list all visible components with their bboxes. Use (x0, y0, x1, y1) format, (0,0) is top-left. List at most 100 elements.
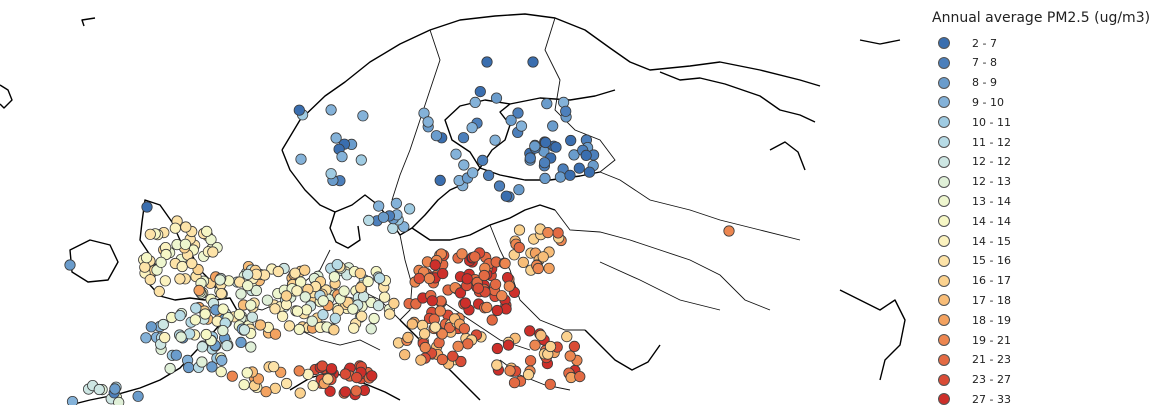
station-marker (347, 303, 359, 315)
station-marker (503, 280, 515, 292)
legend-item-label: 8 - 9 (972, 76, 997, 90)
station-marker (513, 224, 526, 236)
station-marker (196, 341, 208, 353)
station-marker (568, 149, 580, 161)
station-marker (214, 274, 226, 286)
station-marker (330, 132, 342, 144)
station-marker (461, 273, 473, 285)
station-marker (293, 104, 305, 116)
station-marker (564, 350, 576, 362)
station-marker (189, 314, 201, 326)
station-marker (164, 362, 176, 375)
station-marker (159, 275, 171, 287)
station-marker (295, 153, 307, 165)
station-marker (201, 225, 213, 237)
station-marker (580, 149, 592, 161)
station-marker (215, 287, 227, 300)
station-marker (299, 264, 311, 276)
legend-swatch-icon (938, 37, 950, 49)
station-marker (372, 300, 385, 312)
station-marker (306, 315, 318, 327)
legend-item: 19 - 21 (938, 331, 1011, 349)
station-marker (583, 166, 596, 178)
station-marker (500, 190, 512, 202)
station-marker (538, 157, 551, 169)
monitoring-stations (64, 56, 735, 405)
legend-item: 14 - 14 (938, 212, 1011, 230)
station-marker (235, 288, 247, 300)
station-marker (564, 169, 576, 181)
station-marker (436, 328, 448, 340)
station-marker (429, 321, 441, 333)
station-marker (179, 238, 191, 250)
station-marker (491, 359, 503, 371)
station-marker (568, 340, 581, 352)
station-marker (423, 272, 435, 285)
station-marker (144, 228, 156, 240)
station-marker (293, 365, 305, 377)
station-marker (499, 257, 511, 270)
station-marker (245, 299, 257, 311)
station-marker (176, 260, 188, 273)
station-marker (573, 162, 585, 174)
station-marker (552, 227, 564, 239)
station-marker (399, 349, 411, 361)
station-marker (250, 284, 262, 297)
station-marker (207, 246, 219, 258)
legend-swatch-icon (938, 314, 950, 327)
station-marker (373, 272, 386, 284)
station-marker (193, 284, 205, 296)
station-marker (174, 309, 186, 322)
station-marker (491, 304, 503, 317)
legend-swatch-icon (938, 215, 950, 228)
legend-item: 17 - 18 (938, 291, 1011, 309)
station-marker (354, 267, 366, 279)
station-marker (469, 251, 481, 263)
station-marker (505, 114, 517, 126)
station-marker (317, 295, 329, 307)
station-marker (482, 169, 495, 181)
station-marker (238, 379, 250, 391)
legend-item-label: 19 - 21 (972, 333, 1011, 347)
station-marker (217, 303, 229, 315)
legend-item: 15 - 16 (938, 252, 1011, 270)
station-marker (186, 257, 198, 269)
station-marker (245, 341, 257, 353)
station-marker (458, 159, 470, 171)
station-marker (272, 265, 284, 278)
station-marker (291, 305, 304, 317)
station-marker (373, 200, 385, 212)
legend-item-label: 15 - 16 (972, 254, 1011, 268)
station-marker (190, 302, 202, 314)
station-marker (532, 262, 544, 275)
legend-item: 23 - 27 (938, 371, 1011, 389)
station-marker (242, 280, 254, 292)
station-marker (206, 361, 218, 373)
station-marker (280, 377, 293, 390)
station-marker (565, 134, 577, 147)
legend-item: 16 - 17 (938, 272, 1011, 290)
station-marker (496, 290, 508, 302)
legend-item-label: 14 - 14 (972, 214, 1011, 228)
station-marker (524, 355, 537, 367)
station-marker (539, 172, 551, 184)
station-marker (199, 308, 211, 320)
station-marker (368, 312, 380, 325)
station-marker (238, 324, 250, 336)
station-marker (269, 303, 281, 315)
country-borders (239, 17, 801, 391)
legend-swatch-icon (938, 274, 950, 287)
station-marker (183, 361, 195, 374)
station-marker (339, 368, 351, 380)
station-marker (233, 308, 245, 320)
station-marker (365, 323, 377, 335)
station-marker (169, 222, 181, 234)
station-marker (436, 353, 448, 366)
station-marker (217, 324, 229, 337)
station-marker (415, 354, 427, 366)
station-marker (462, 338, 474, 350)
station-marker (459, 297, 471, 309)
station-marker (363, 214, 375, 226)
station-marker (355, 154, 367, 166)
legend-panel: Annual average PM2.5 (ug/m3) 2 - 7 7 - 8 8… (924, 4, 1170, 406)
